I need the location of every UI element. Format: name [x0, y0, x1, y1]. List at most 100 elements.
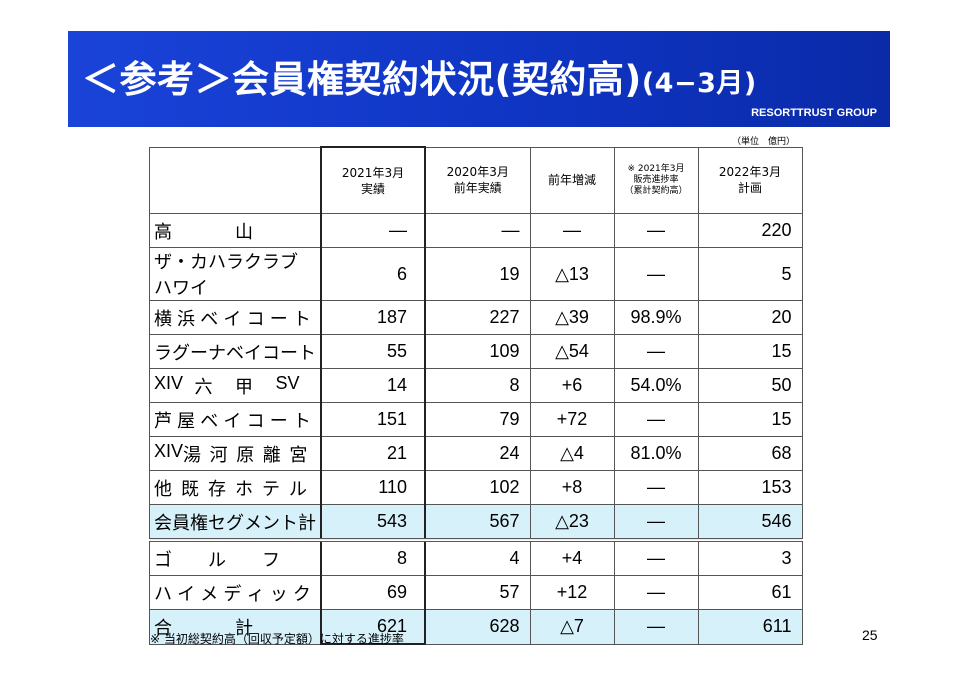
cell-progress: ―	[613, 538, 699, 576]
page-title: ＜参考＞会員権契約状況(契約高)(4−3月)	[82, 49, 757, 103]
cell-current: 21	[320, 436, 426, 471]
row-name-part: 会	[154, 512, 172, 533]
page-number: 25	[862, 627, 878, 643]
cell-previous: 567	[424, 504, 531, 541]
cell-previous: 4	[424, 538, 531, 576]
row-name-text: ゴルフ	[154, 546, 316, 572]
row-name: 高山	[149, 213, 322, 248]
cell-progress: 54.0%	[613, 368, 699, 403]
cell-current: ―	[320, 213, 426, 248]
row-name-part: ィ	[246, 583, 265, 604]
row-name-part: 員	[172, 512, 190, 533]
cell-current: 110	[320, 470, 426, 505]
cell-progress: ―	[613, 504, 699, 541]
cell-previous: ―	[424, 213, 531, 248]
row-name-text: 他既存ホテル	[154, 475, 316, 501]
cell-change: +12	[529, 575, 615, 610]
row-name: ザ・カハラクラブ ハワイ	[149, 247, 322, 301]
cell-change: △4	[529, 436, 615, 471]
row-name-part: ト	[292, 410, 311, 431]
table-header-row: 2021年3月 実績 2020年3月 前年実績 前年増減 ※ 2021年3月 販…	[149, 146, 803, 214]
row-name-part: ナ	[208, 342, 226, 363]
row-name-part: デ	[223, 583, 242, 604]
cell-progress: ―	[613, 609, 699, 645]
cell-change: +4	[529, 538, 615, 576]
cell-current: 543	[320, 504, 426, 541]
row-name-part: フ	[262, 549, 280, 570]
page-title-main: ＜参考＞会員権契約状況(契約高)	[82, 58, 642, 101]
row-name: XIV 六 甲 SV	[149, 368, 322, 403]
cell-previous: 24	[424, 436, 531, 471]
row-name-part: ベ	[200, 410, 219, 431]
row-name: XIV 湯河原離宮	[149, 436, 322, 471]
cell-plan: 5	[697, 247, 803, 301]
row-name-part: ル	[289, 478, 307, 499]
row-name-part: ベ	[200, 308, 219, 329]
row-name-part: XIV	[154, 372, 184, 393]
row-name-part: イ	[244, 342, 262, 363]
cell-previous: 227	[424, 300, 531, 335]
cell-plan: 611	[697, 609, 803, 645]
cell-plan: 20	[697, 300, 803, 335]
row-name-text: XIV 湯河原離宮	[154, 441, 316, 467]
row-name-part: 離	[262, 444, 281, 465]
cell-progress: ―	[613, 470, 699, 505]
table-row: 芦屋ベイコート 151 79 +72 ― 15	[149, 402, 803, 437]
header-change: 前年増減	[529, 146, 615, 214]
row-name-part: ト	[298, 342, 316, 363]
header-progress: ※ 2021年3月 販売進捗率 （累計契約高）	[613, 146, 699, 214]
cell-current: 69	[320, 575, 426, 610]
row-name-part: 横	[154, 308, 172, 329]
cell-progress: ―	[613, 247, 699, 301]
cell-plan: 220	[697, 213, 803, 248]
row-name-text: ザ・カハラクラブ ハワイ	[154, 248, 316, 300]
cell-change: △23	[529, 504, 615, 541]
cell-plan: 61	[697, 575, 803, 610]
footnote: ※ 当初総契約高（回収予定額）に対する進捗率	[150, 632, 404, 646]
row-name-part: イ	[177, 583, 196, 604]
header-previous: 2020年3月 前年実績	[424, 146, 531, 214]
cell-progress: ―	[613, 334, 699, 369]
row-name-part: ベ	[226, 342, 244, 363]
header-blank	[149, 146, 322, 214]
row-name-part: 高	[154, 221, 172, 242]
cell-previous: 79	[424, 402, 531, 437]
row-name-text: ハイメディック	[154, 580, 316, 606]
row-name-part: ー	[190, 342, 208, 363]
row-name-part: ハ	[154, 583, 172, 604]
cell-plan: 15	[697, 402, 803, 437]
cell-current: 14	[320, 368, 426, 403]
cell-plan: 15	[697, 334, 803, 369]
cell-previous: 109	[424, 334, 531, 369]
row-name-part: テ	[262, 478, 280, 499]
row-name-part: 原	[236, 444, 255, 465]
cell-current: 6	[320, 247, 426, 301]
unit-note: （単位 億円）	[732, 137, 796, 147]
cell-current: 621	[320, 609, 426, 645]
cell-change: △54	[529, 334, 615, 369]
cell-previous: 19	[424, 247, 531, 301]
row-name-part: 湯	[183, 444, 202, 465]
row-name-part: 宮	[289, 444, 308, 465]
row-name-text: XIV 六 甲 SV	[154, 373, 316, 399]
cell-previous: 102	[424, 470, 531, 505]
table-row: 横浜ベイコート 187 227 △39 98.9% 20	[149, 300, 803, 335]
row-name-text: 横浜ベイコート	[154, 305, 316, 331]
row-name-part: 芦	[154, 410, 172, 431]
row-name-part: 甲	[235, 376, 253, 397]
row-name-part: メ	[200, 583, 219, 604]
row-name-part: 屋	[177, 410, 196, 431]
row-name-part: イ	[223, 410, 242, 431]
cell-change: △13	[529, 247, 615, 301]
row-name-part: コ	[246, 410, 265, 431]
row-name-part: グ	[172, 342, 190, 363]
row-name-part: SV	[275, 372, 300, 393]
row-name-part: 存	[208, 478, 226, 499]
page-title-period: (4−3月)	[641, 68, 757, 99]
row-name-part: ク	[292, 583, 311, 604]
row-name-part: ン	[262, 512, 280, 533]
table-row: 他既存ホテル 110 102 +8 ― 153	[149, 470, 803, 505]
brand-label: RESORTTRUST GROUP	[751, 107, 877, 119]
cell-change: +72	[529, 402, 615, 437]
row-name-part: ッ	[269, 583, 288, 604]
